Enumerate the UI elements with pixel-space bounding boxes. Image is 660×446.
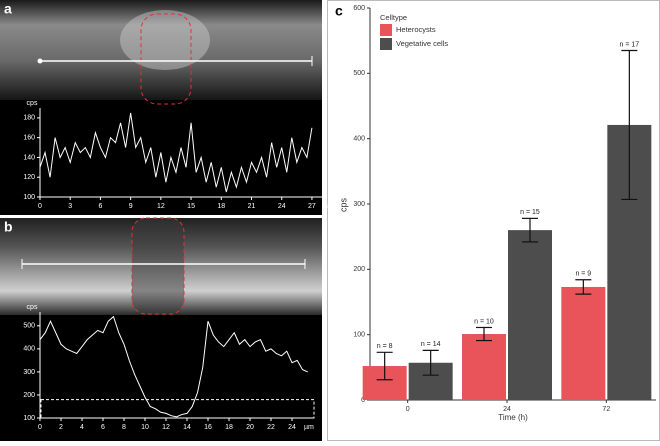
y-tick-label: 120: [23, 174, 35, 181]
x-tick-label: 6: [101, 424, 105, 431]
y-tick-label: 180: [23, 115, 35, 122]
x-tick-label: 8: [122, 424, 126, 431]
y-tick-label: 200: [23, 392, 35, 399]
cell-dark: [132, 218, 184, 314]
n-label: n = 10: [474, 318, 494, 325]
y-axis-label: cps: [338, 198, 348, 213]
x-tick-label: 3: [68, 203, 72, 210]
x-tick-label: 12: [157, 203, 165, 210]
y-tick-label: 400: [353, 136, 365, 143]
y-tick-label: 100: [353, 332, 365, 339]
panel-label: c: [335, 3, 343, 19]
x-tick-label: 16: [204, 424, 212, 431]
x-tick-label: 21: [248, 203, 256, 210]
y-tick-label: 500: [353, 70, 365, 77]
legend-swatch: [380, 24, 392, 36]
x-tick-label: 2: [59, 424, 63, 431]
y-tick-label: 500: [23, 323, 35, 330]
x-tick-label: 0: [38, 424, 42, 431]
cell-glow: [120, 10, 210, 70]
x-unit: µm: [304, 424, 314, 431]
x-tick-label: 14: [183, 424, 191, 431]
n-label: n = 17: [619, 41, 639, 48]
x-tick-label: 18: [225, 424, 233, 431]
x-tick-label: 10: [141, 424, 149, 431]
y-tick-label: 600: [353, 5, 365, 12]
x-tick-label: 24: [278, 203, 286, 210]
x-tick-label: 24: [288, 424, 296, 431]
y-tick-label: 300: [353, 201, 365, 208]
y-tick-label: 140: [23, 154, 35, 161]
roi: [131, 217, 185, 315]
legend-swatch: [380, 38, 392, 50]
threshold-band: [40, 399, 315, 419]
x-tick-label: 27: [308, 203, 316, 210]
y-tick-label: 160: [23, 135, 35, 142]
x-tick-label: 24: [503, 406, 511, 413]
profile-line: [39, 112, 313, 193]
profile-line: [39, 315, 308, 418]
x-tick-label: 0: [38, 203, 42, 210]
x-tick-label: 9: [129, 203, 133, 210]
legend-label: Vegetative cells: [396, 39, 448, 48]
y-tick-label: 0: [361, 397, 365, 404]
panel-label: a: [4, 1, 12, 17]
y-tick-label: 300: [23, 369, 35, 376]
n-label: n = 8: [377, 343, 393, 350]
n-label: n = 9: [575, 271, 591, 278]
y-tick-label: 100: [23, 415, 35, 422]
y-tick-label: 100: [23, 194, 35, 201]
x-tick-label: 4: [80, 424, 84, 431]
x-tick-label: 20: [246, 424, 254, 431]
x-tick-label: 12: [162, 424, 170, 431]
x-tick-label: 6: [98, 203, 102, 210]
legend-label: Heterocysts: [396, 25, 436, 34]
y-tick-label: 400: [23, 346, 35, 353]
n-label: n = 14: [421, 341, 441, 348]
x-tick-label: 18: [217, 203, 225, 210]
panel-label: b: [4, 219, 13, 235]
n-label: n = 15: [520, 209, 540, 216]
roi: [140, 13, 192, 105]
y-axis-label: cps: [27, 100, 38, 107]
y-axis-label: cps: [27, 304, 38, 311]
legend-title: Celltype: [380, 13, 407, 22]
x-axis-label: Time (h): [498, 413, 528, 422]
x-tick-label: 22: [267, 424, 275, 431]
bar: [508, 230, 552, 400]
scan-start: [37, 58, 43, 64]
x-tick-label: 72: [602, 406, 610, 413]
x-tick-label: 0: [406, 406, 410, 413]
micrograph: [0, 0, 322, 100]
x-unit: µm: [324, 203, 334, 210]
x-tick-label: 15: [187, 203, 195, 210]
bar: [462, 334, 506, 400]
bar: [561, 286, 606, 400]
y-tick-label: 200: [353, 266, 365, 273]
